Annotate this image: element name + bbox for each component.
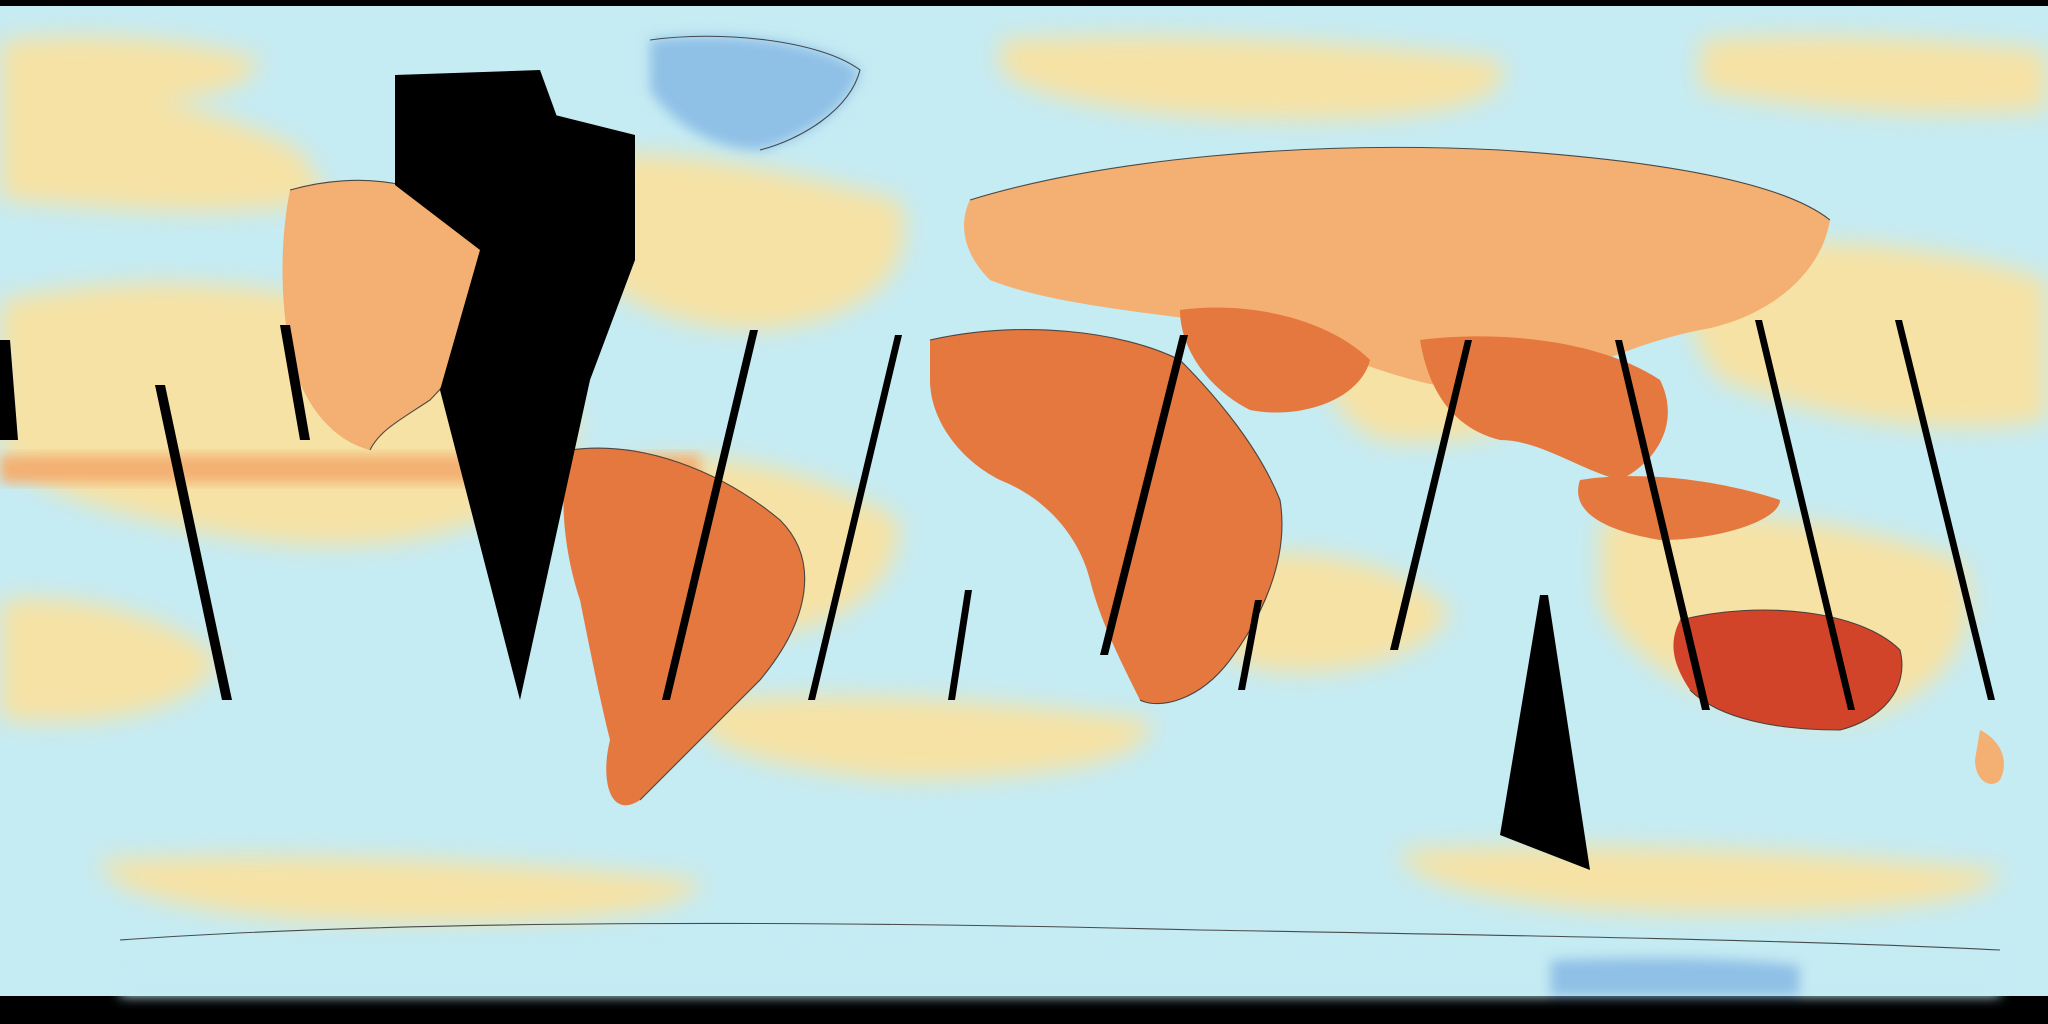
swath-gap-north-america xyxy=(395,75,635,700)
swath-gap-3 xyxy=(155,385,232,700)
new-zealand xyxy=(1975,730,2004,784)
swath-gap-9 xyxy=(1755,320,1855,710)
no-data-swaths xyxy=(0,70,1995,870)
antarctica-cold-core xyxy=(1550,957,1800,996)
antarctica-ice xyxy=(120,933,2000,996)
swath-gap-2 xyxy=(280,325,310,440)
north-america xyxy=(282,180,487,451)
bottom-border xyxy=(0,996,2048,1024)
swath-gap-1 xyxy=(0,340,18,440)
maritime-continent xyxy=(1578,476,1780,540)
swath-gap-6 xyxy=(1100,335,1188,655)
coastline-layer xyxy=(119,35,2001,951)
swath-gap-arctic-canada xyxy=(395,70,560,125)
greenland-ice xyxy=(650,36,860,150)
ice-layer xyxy=(120,36,2000,996)
europe-asia xyxy=(964,147,1830,391)
swath-gap-4 xyxy=(662,330,758,700)
swath-gap-11 xyxy=(948,590,972,700)
swath-gap-12 xyxy=(1238,600,1262,690)
swath-gap-10 xyxy=(1895,320,1995,700)
australia xyxy=(1673,610,1902,730)
india-seasia xyxy=(1420,336,1668,480)
top-border xyxy=(0,0,2048,6)
swath-gap-7 xyxy=(1390,340,1472,650)
land-layer xyxy=(282,147,2004,806)
swath-gap-southern-ocean xyxy=(1500,595,1590,870)
swath-gap-8 xyxy=(1615,340,1710,710)
swath-gap-5 xyxy=(808,335,902,700)
middle-east xyxy=(1180,307,1370,413)
africa xyxy=(930,329,1282,704)
